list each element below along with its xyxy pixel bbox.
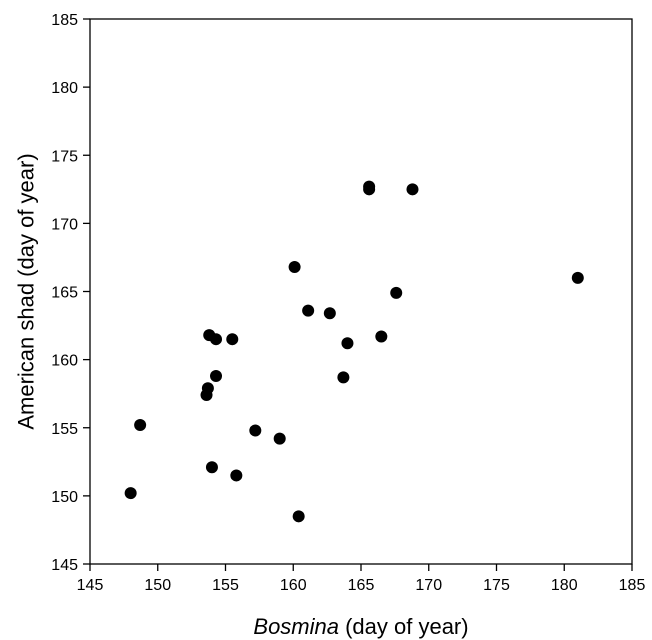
x-tick-label: 170 [415,577,442,594]
data-point [375,330,388,343]
plot-frame [89,18,633,565]
y-tick-label: 145 [51,557,78,574]
data-point [341,337,354,350]
y-tick-label: 185 [51,12,78,29]
data-point [124,487,137,500]
x-axis-title-rest: (day of year) [339,614,469,639]
data-point [226,333,239,346]
y-axis-ticks: 145 150 155 160 165 170 175 180 185 [51,12,90,574]
x-tick-label: 160 [280,577,307,594]
y-tick-label: 155 [51,421,78,438]
data-point [201,382,214,395]
data-point [323,307,336,320]
data-point [302,304,315,317]
data-point [406,183,419,196]
y-tick-label: 160 [51,353,78,370]
data-point [363,183,376,196]
data-point [230,469,243,482]
data-point [205,461,218,474]
x-axis-ticks: 145 150 155 160 165 170 175 180 185 [77,564,646,594]
x-tick-label: 175 [483,577,510,594]
x-tick-label: 155 [212,577,239,594]
data-point [273,432,286,445]
x-axis-title-italic: Bosmina [253,614,339,639]
x-tick-label: 180 [551,577,578,594]
x-tick-label: 145 [77,577,104,594]
data-point [390,286,403,299]
x-tick-label: 185 [619,577,646,594]
data-point [337,371,350,384]
data-point [288,260,301,273]
data-points [124,180,584,523]
y-tick-label: 180 [51,80,78,97]
y-tick-label: 175 [51,148,78,165]
y-tick-label: 170 [51,216,78,233]
x-tick-label: 150 [144,577,171,594]
y-tick-label: 150 [51,489,78,506]
x-axis-title: Bosmina (day of year) [253,614,468,639]
x-tick-label: 165 [348,577,375,594]
data-point [210,333,223,346]
data-point [210,369,223,382]
y-tick-label: 165 [51,285,78,302]
data-point [571,271,584,284]
data-point [249,424,262,437]
data-point [134,419,147,432]
y-axis-title: American shad (day of year) [14,153,39,429]
data-point [292,510,305,523]
